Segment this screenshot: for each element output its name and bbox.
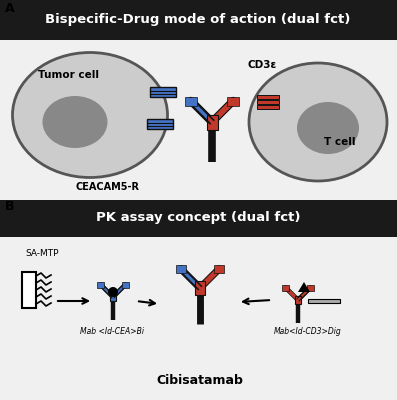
Bar — [214, 265, 224, 274]
Bar — [150, 87, 176, 97]
Bar — [185, 97, 197, 106]
Bar — [195, 281, 205, 295]
Ellipse shape — [297, 102, 359, 154]
Text: T cell: T cell — [324, 137, 356, 147]
Ellipse shape — [42, 96, 108, 148]
Bar — [175, 265, 186, 274]
Ellipse shape — [12, 52, 168, 178]
Text: Mab<Id-CD3>Dig: Mab<Id-CD3>Dig — [274, 328, 342, 336]
Bar — [22, 272, 36, 308]
Bar — [147, 119, 173, 129]
Bar — [295, 296, 301, 304]
Bar — [308, 299, 340, 303]
Bar — [227, 97, 239, 106]
Polygon shape — [298, 282, 310, 292]
Bar — [0, 200, 397, 400]
Bar — [195, 281, 205, 295]
Text: Tumor cell: Tumor cell — [37, 70, 98, 80]
Text: PK assay concept (dual fct): PK assay concept (dual fct) — [96, 212, 300, 224]
Bar — [206, 114, 218, 130]
Bar — [0, 0, 397, 200]
Text: Mab <Id-CEA>Bi: Mab <Id-CEA>Bi — [80, 328, 144, 336]
Ellipse shape — [249, 63, 387, 181]
Bar — [122, 282, 129, 288]
Bar — [257, 100, 279, 104]
Bar — [257, 95, 279, 99]
Bar — [0, 0, 397, 40]
Bar — [97, 282, 104, 288]
Text: Bispecific-Drug mode of action (dual fct): Bispecific-Drug mode of action (dual fct… — [45, 14, 351, 26]
Bar — [0, 200, 397, 237]
Circle shape — [108, 287, 118, 297]
Text: A: A — [5, 2, 15, 15]
Bar — [282, 285, 289, 290]
Text: Cibisatamab: Cibisatamab — [156, 374, 243, 386]
Text: CEACAM5-R: CEACAM5-R — [76, 182, 140, 192]
Bar — [257, 105, 279, 109]
Bar — [295, 296, 301, 304]
Text: SA-MTP: SA-MTP — [25, 248, 59, 258]
Text: B: B — [5, 200, 15, 213]
Bar — [110, 293, 116, 301]
Bar — [206, 114, 218, 130]
Text: CD3ε: CD3ε — [248, 60, 277, 70]
Bar — [110, 293, 116, 301]
Bar — [307, 285, 314, 290]
